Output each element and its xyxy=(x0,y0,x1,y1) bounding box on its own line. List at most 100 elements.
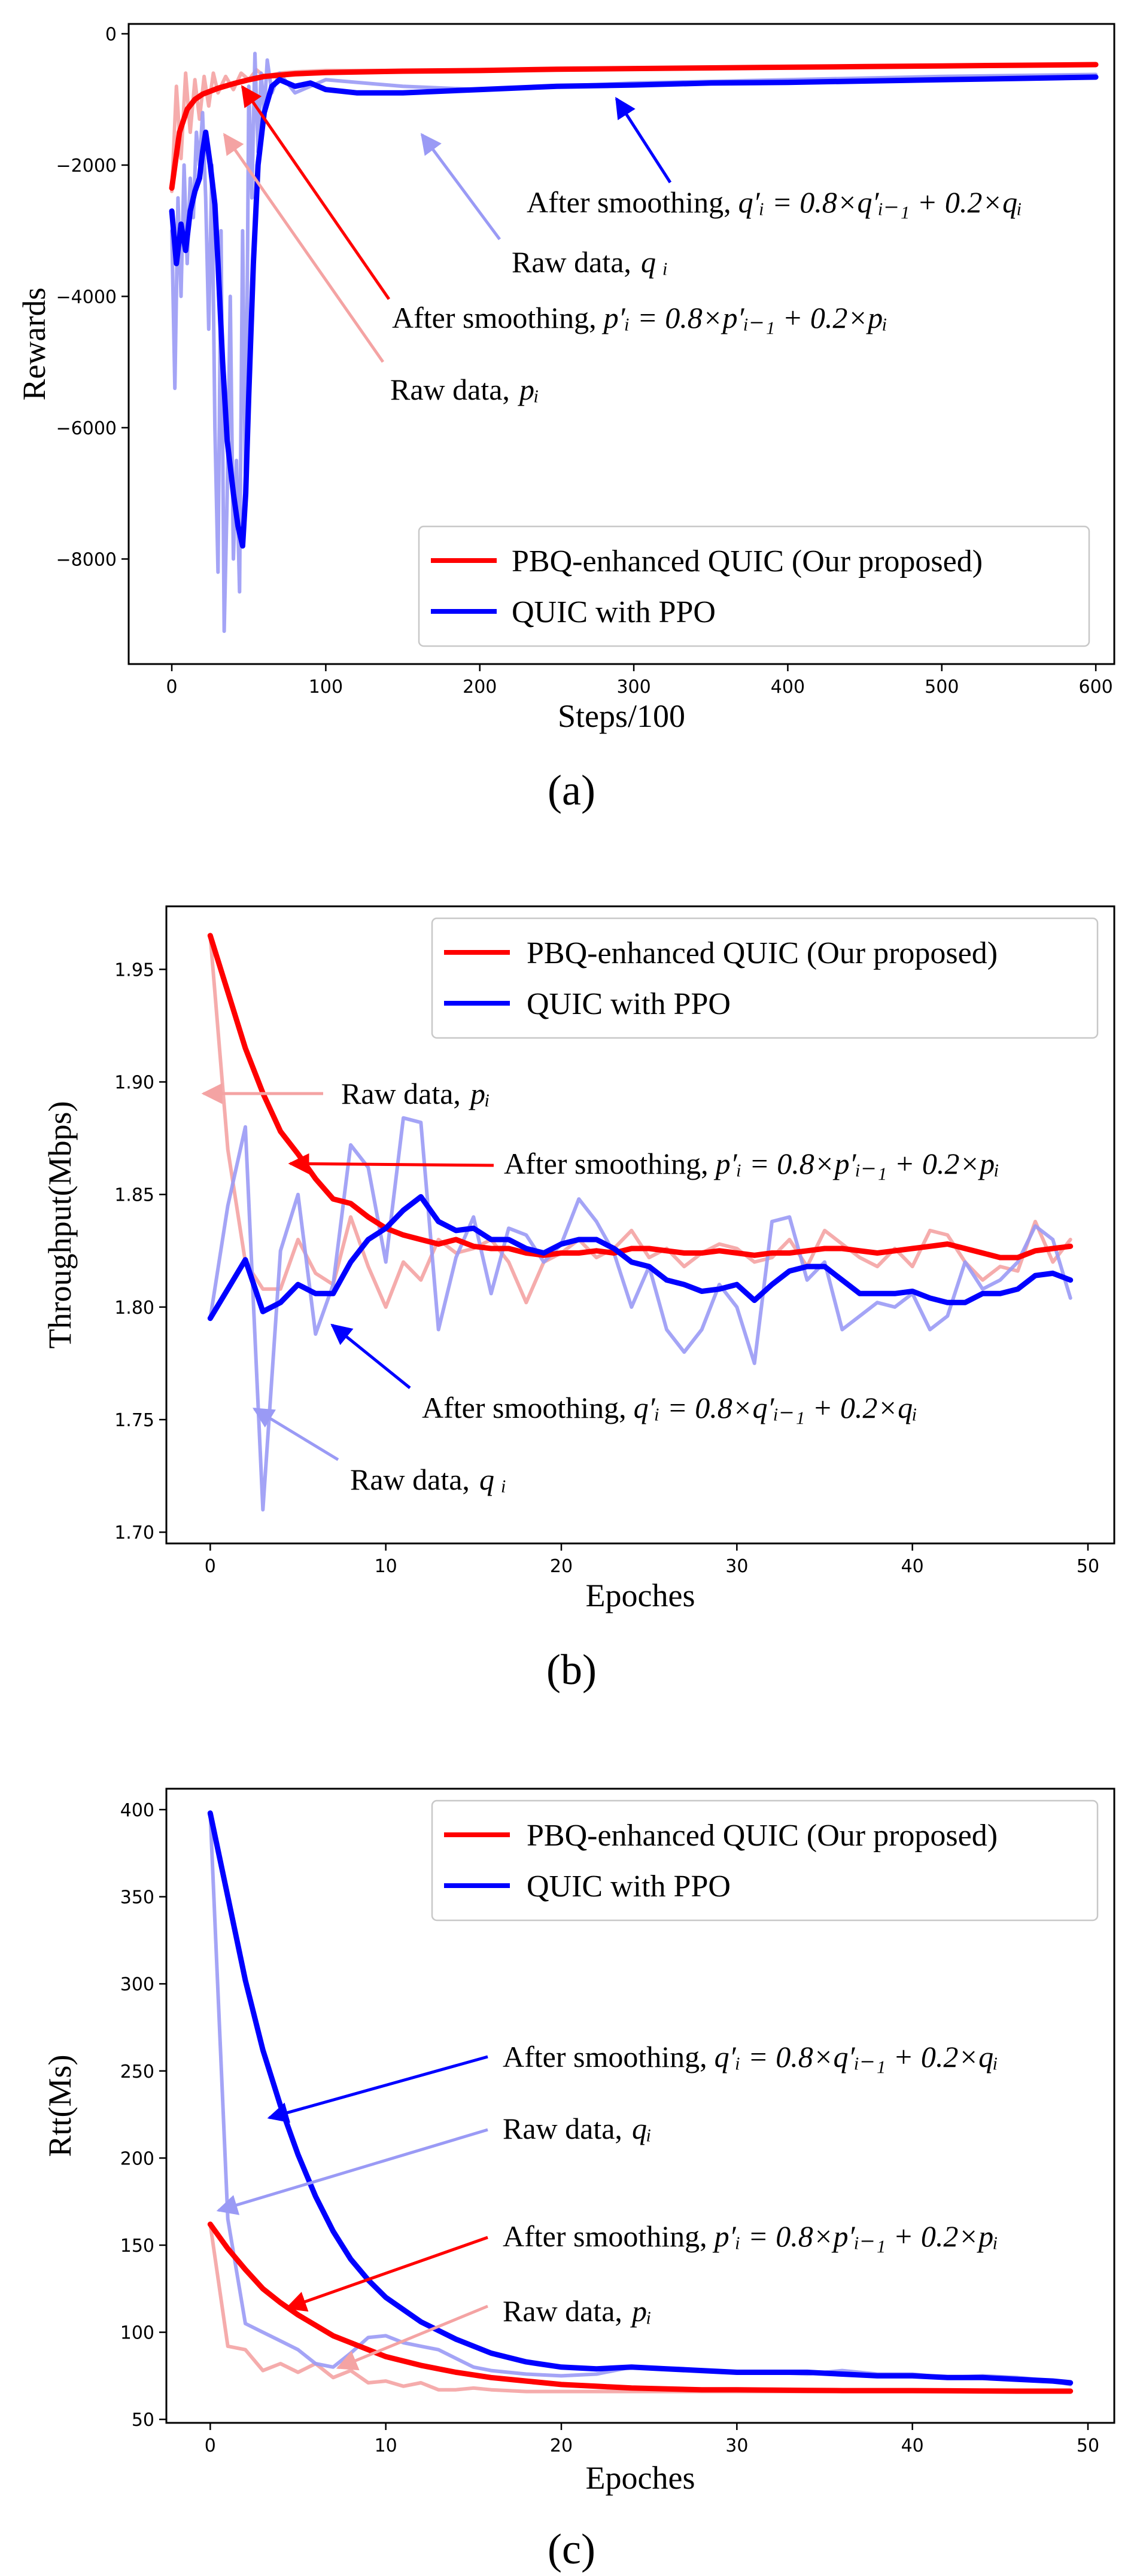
y-tick-b-0: 1.70 xyxy=(114,1523,166,1543)
x-tick-a-6: 600 xyxy=(1078,664,1113,698)
x-tick-label-b-4: 40 xyxy=(901,1556,924,1577)
annotation-smooth-p-b: After smoothing, p′ᵢ = 0.8×p′ᵢ₋₁ + 0.2×p… xyxy=(504,1147,999,1180)
series-line-a-2 xyxy=(169,74,1099,549)
y-tick-label-c-5: 300 xyxy=(120,1974,154,1995)
arrow-raw-p-a xyxy=(223,133,385,363)
chart-panel-a: 0 100 200 300 400 500 600 0 −2000 −4000 −6000 −800… xyxy=(16,23,1115,814)
y-tick-label-a-4: −8000 xyxy=(56,549,117,570)
arrow-raw-q-c xyxy=(216,2128,488,2215)
x-tick-a-0: 0 xyxy=(166,664,178,698)
y-tick-c-0: 50 xyxy=(132,2410,166,2431)
x-axis-a: 0 100 200 300 400 500 600 xyxy=(166,664,1113,698)
y-tick-label-b-0: 1.70 xyxy=(114,1523,154,1543)
y-tick-label-b-5: 1.95 xyxy=(114,960,154,981)
x-tick-label-c-1: 10 xyxy=(375,2435,397,2456)
x-axis-b: 0 10 20 30 40 50 xyxy=(205,1543,1099,1577)
x-tick-b-0: 0 xyxy=(205,1543,216,1577)
y-tick-c-4: 250 xyxy=(120,2062,166,2082)
x-tick-label-c-0: 0 xyxy=(205,2435,216,2456)
series-line-b-0 xyxy=(207,933,1074,1260)
legend-label-ppo-b: QUIC with PPO xyxy=(527,987,731,1021)
annotation-smooth-p-a: After smoothing, p′ᵢ = 0.8×p′ᵢ₋₁ + 0.2×p… xyxy=(392,301,887,334)
series-group-b xyxy=(207,933,1074,1512)
y-tick-c-5: 300 xyxy=(120,1974,166,1995)
y-tick-label-a-0: 0 xyxy=(105,24,117,45)
y-tick-a-3: −6000 xyxy=(56,418,129,439)
arrow-smooth-q-c xyxy=(267,2055,488,2123)
x-axis-c: 0 10 20 30 40 50 xyxy=(205,2423,1099,2456)
legend-label-pbq-c: PBQ-enhanced QUIC (Our proposed) xyxy=(527,1819,998,1853)
annotation-raw-q-c: Raw data, qᵢ xyxy=(503,2112,652,2145)
x-tick-c-2: 20 xyxy=(550,2423,573,2456)
legend-label-ppo-c: QUIC with PPO xyxy=(527,1869,731,1904)
y-tick-label-a-1: −2000 xyxy=(56,156,117,176)
arrow-smooth-q-a xyxy=(615,97,672,184)
y-tick-label-a-2: −4000 xyxy=(56,287,117,307)
arrow-raw-q-b xyxy=(253,1407,339,1461)
x-tick-c-4: 40 xyxy=(901,2423,924,2456)
y-tick-b-4: 1.90 xyxy=(114,1073,166,1094)
x-axis-label-b: Epoches xyxy=(586,1578,695,1613)
x-tick-label-b-0: 0 xyxy=(205,1556,216,1577)
x-tick-b-4: 40 xyxy=(901,1543,924,1577)
caption-c: (c) xyxy=(548,2525,595,2573)
y-tick-label-c-1: 100 xyxy=(120,2323,154,2344)
y-tick-a-2: −4000 xyxy=(56,287,129,307)
x-tick-a-3: 300 xyxy=(616,664,651,698)
caption-b: (b) xyxy=(546,1646,597,1694)
x-tick-label-a-2: 200 xyxy=(463,677,497,698)
x-tick-label-a-5: 500 xyxy=(925,677,959,698)
series-line-c-2 xyxy=(207,1810,1074,2386)
legend-label-pbq-b: PBQ-enhanced QUIC (Our proposed) xyxy=(527,936,998,970)
y-tick-b-1: 1.75 xyxy=(114,1410,166,1431)
y-tick-c-2: 150 xyxy=(120,2236,166,2257)
y-tick-label-b-3: 1.85 xyxy=(114,1185,154,1206)
series-line-c-0 xyxy=(207,2221,1074,2394)
arrow-raw-p-c xyxy=(336,2304,488,2371)
x-tick-label-a-4: 400 xyxy=(771,677,805,698)
y-axis-label-c: Rtt(Ms) xyxy=(42,2054,78,2157)
x-tick-label-b-1: 10 xyxy=(375,1556,397,1577)
plot-frame-a xyxy=(127,23,1115,665)
x-axis-label-c: Epoches xyxy=(586,2460,695,2496)
legend-label-pbq-a: PBQ-enhanced QUIC (Our proposed) xyxy=(512,544,983,578)
legend-b: PBQ-enhanced QUIC (Our proposed) QUIC wi… xyxy=(431,917,1099,1039)
x-axis-label-a: Steps/100 xyxy=(558,698,685,734)
y-tick-b-2: 1.80 xyxy=(114,1298,166,1319)
annotation-raw-q-b: Raw data, q ᵢ xyxy=(350,1463,506,1496)
annotation-raw-p-b: Raw data, pᵢ xyxy=(341,1077,490,1110)
series-line-b-1 xyxy=(208,933,1072,1309)
x-tick-label-b-2: 20 xyxy=(550,1556,573,1577)
series-group-c xyxy=(207,1810,1074,2394)
annotation-raw-p-a: Raw data, pᵢ xyxy=(390,373,539,406)
x-tick-b-5: 50 xyxy=(1077,1543,1099,1577)
chart-panel-b: 0 10 20 30 40 50 1.70 1.75 1.80 1.85 1.90 1.95 Epo… xyxy=(42,905,1115,1694)
x-tick-b-1: 10 xyxy=(375,1543,397,1577)
y-tick-c-3: 200 xyxy=(120,2148,166,2169)
legend-a: PBQ-enhanced QUIC (Our proposed) QUIC wi… xyxy=(418,525,1090,647)
caption-a: (a) xyxy=(548,766,595,814)
plot-frame-c xyxy=(165,1788,1115,2424)
y-tick-label-b-1: 1.75 xyxy=(114,1410,154,1431)
annotation-smooth-q-b: After smoothing, q′ᵢ = 0.8×q′ᵢ₋₁ + 0.2×q… xyxy=(422,1391,917,1424)
legend-c: PBQ-enhanced QUIC (Our proposed) QUIC wi… xyxy=(431,1799,1099,1922)
y-tick-a-1: −2000 xyxy=(56,156,129,176)
x-tick-label-c-2: 20 xyxy=(550,2435,573,2456)
annotation-raw-q-a: Raw data, q ᵢ xyxy=(512,245,668,279)
series-line-b-2 xyxy=(207,1194,1074,1322)
arrow-raw-q-a xyxy=(420,133,501,240)
y-tick-a-0: 0 xyxy=(105,24,129,45)
x-tick-b-2: 20 xyxy=(550,1543,573,1577)
x-tick-c-1: 10 xyxy=(375,2423,397,2456)
y-tick-label-c-3: 200 xyxy=(120,2148,154,2169)
x-tick-a-1: 100 xyxy=(309,664,343,698)
y-axis-a: 0 −2000 −4000 −6000 −8000 xyxy=(56,24,129,570)
y-axis-label-b: Throughput(Mbps) xyxy=(42,1101,78,1349)
x-tick-a-5: 500 xyxy=(925,664,959,698)
y-tick-label-c-2: 150 xyxy=(120,2236,154,2257)
y-tick-c-1: 100 xyxy=(120,2323,166,2344)
y-tick-label-b-2: 1.80 xyxy=(114,1298,154,1319)
y-tick-label-c-7: 400 xyxy=(120,1800,154,1821)
series-line-b-3 xyxy=(208,1116,1072,1512)
